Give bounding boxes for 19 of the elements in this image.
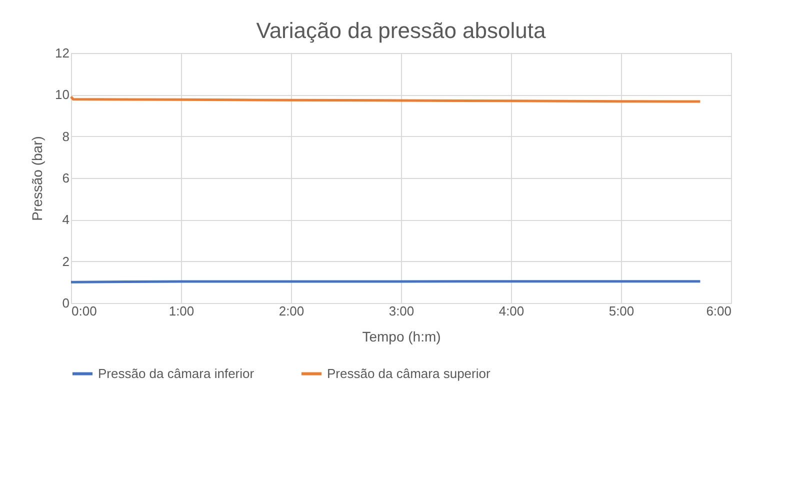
- y-tick-label: 2: [62, 254, 70, 269]
- x-tick-label: 6:00: [706, 304, 732, 318]
- y-tick-label: 0: [62, 296, 70, 310]
- y-tick-label: 8: [62, 128, 70, 144]
- legend-label: Pressão da câmara inferior: [98, 366, 255, 381]
- legend-label: Pressão da câmara superior: [327, 366, 491, 381]
- x-tick-label: 4:00: [498, 304, 524, 318]
- x-tick-label: 5:00: [608, 304, 634, 318]
- x-tick-label: 3:00: [388, 304, 414, 318]
- y-tick-label: 6: [62, 170, 70, 186]
- y-tick-label: 12: [55, 46, 70, 60]
- x-tick-label: 2:00: [278, 304, 304, 318]
- y-tick-label: 4: [62, 212, 70, 228]
- x-axis-title: Tempo (h:m): [362, 328, 441, 344]
- y-tick-label: 10: [55, 87, 70, 102]
- x-tick-label: 0:00: [72, 304, 97, 318]
- x-tick-label: 1:00: [168, 304, 194, 318]
- chart-title: Variação da pressão absoluta: [256, 18, 546, 43]
- y-axis-title: Pressão (bar): [29, 136, 46, 221]
